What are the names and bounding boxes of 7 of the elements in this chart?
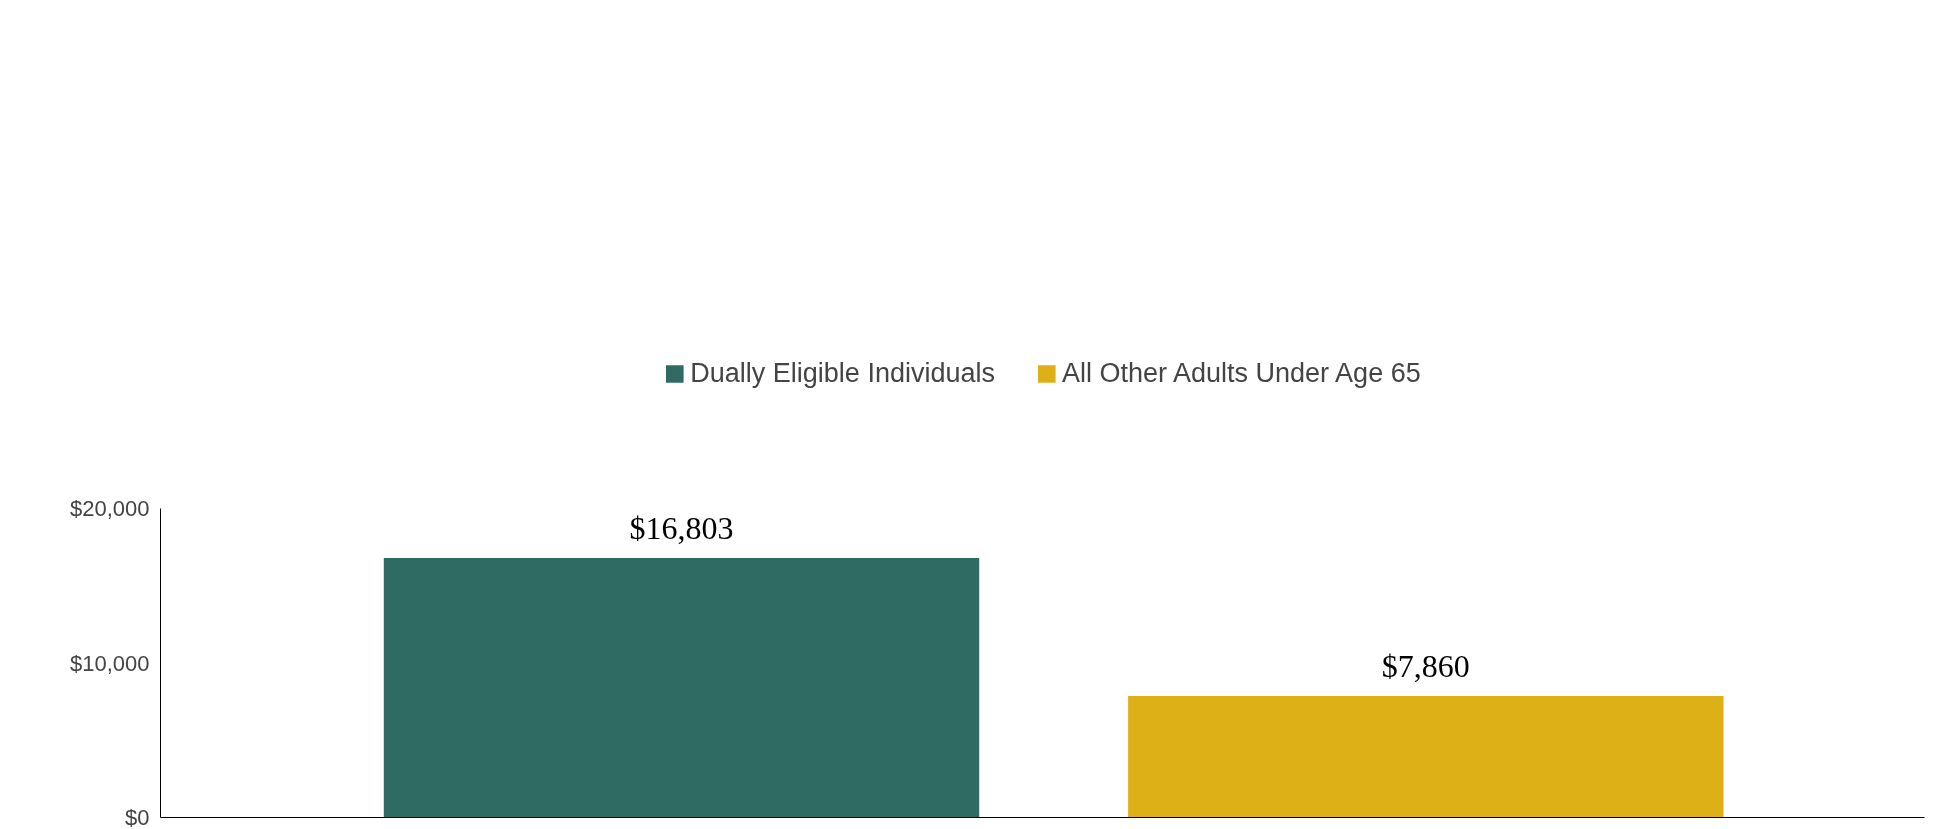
y-tick-label: $10,000 [69,650,150,676]
legend-label: All Other Adults Under Age 65 [1061,357,1421,389]
text: $7,860 [1381,648,1470,685]
y-tick-label: $20,000 [69,496,150,521]
y-tick-label: $0 [125,804,150,829]
text: $16,803 [629,509,734,546]
legend-label: Dually Eligible Individuals [690,357,995,389]
